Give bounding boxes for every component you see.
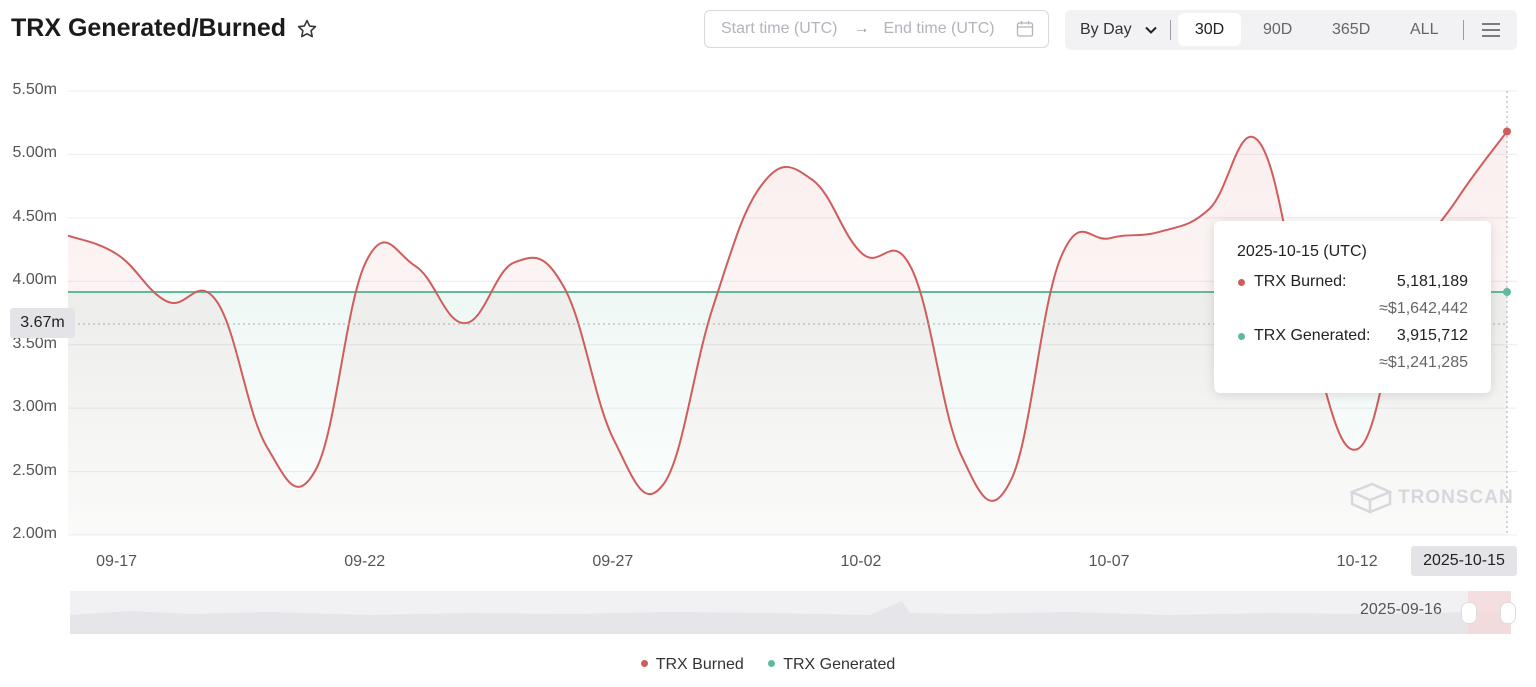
menu-icon[interactable] (1482, 22, 1500, 38)
crosshair-x-label: 2025-10-15 (1411, 546, 1517, 576)
x-tick-label: 10-12 (1336, 553, 1378, 570)
generated-point (1503, 287, 1511, 296)
burned-dot (1238, 279, 1245, 286)
watermark: TRONSCAN (1350, 482, 1514, 514)
navigator-preview (70, 591, 1511, 634)
calendar-icon[interactable] (1016, 20, 1034, 38)
range-365d-button[interactable]: 365D (1332, 21, 1371, 38)
y-tick-label: 4.50m (12, 207, 57, 225)
legend-item-burned[interactable]: TRX Burned (640, 656, 744, 674)
burned-point (1503, 127, 1511, 136)
tooltip-generated-usd: ≈$1,241,285 (1379, 354, 1468, 371)
x-tick-label: 09-27 (592, 553, 634, 570)
range-all-button[interactable]: ALL (1410, 21, 1439, 38)
generated-dot (1238, 333, 1245, 340)
chart-legend: TRX Burned TRX Generated (0, 656, 1536, 674)
x-tick-label: 09-22 (344, 553, 386, 570)
y-tick-label: 4.00m (12, 271, 57, 289)
legend-label: TRX Generated (783, 656, 896, 673)
series-burned-line (67, 130, 1508, 502)
page-title: TRX Generated/Burned (11, 14, 287, 42)
range-navigator[interactable] (70, 591, 1516, 634)
tooltip-generated-value: 3,915,712 (1396, 327, 1468, 344)
y-tick-label: 2.00m (12, 525, 57, 542)
y-tick-label: 5.50m (12, 81, 57, 98)
navigator-handle-right[interactable] (1500, 602, 1516, 624)
range-90d-button[interactable]: 90D (1263, 21, 1293, 38)
y-tick-label: 3.00m (12, 398, 57, 416)
title-bar: TRX Generated/Burned (11, 14, 318, 43)
watermark-text: TRONSCAN (1398, 487, 1514, 508)
y-tick-label: 5.00m (12, 144, 57, 162)
burned-area (68, 131, 1507, 535)
tooltip-burned-usd: ≈$1,642,442 (1379, 300, 1468, 317)
legend-dot (768, 660, 776, 668)
chart-tooltip: 2025-10-15 (UTC) TRX Burned: 5,181,189 ≈… (1214, 221, 1491, 393)
granularity-select[interactable]: By Day (1080, 21, 1132, 38)
end-time-input[interactable]: End time (UTC) (883, 20, 995, 37)
x-tick-label: 10-07 (1088, 553, 1130, 570)
arrow-right-icon: → (853, 20, 870, 37)
y-tick-label: 3.50m (12, 334, 57, 352)
chevron-down-icon[interactable] (1144, 23, 1158, 37)
tronscan-logo-icon (1350, 482, 1392, 514)
tooltip-burned-label: TRX Burned: (1254, 273, 1347, 290)
legend-dot (640, 660, 648, 668)
navigator-date-label: 2025-09-16 (1360, 601, 1442, 618)
legend-label: TRX Burned (655, 656, 744, 673)
range-30d-button[interactable]: 30D (1178, 13, 1241, 46)
divider (1170, 20, 1171, 40)
date-range-picker[interactable]: Start time (UTC) → End time (UTC) (704, 10, 1049, 48)
x-tick-label: 09-17 (96, 553, 138, 570)
navigator-handle-left[interactable] (1461, 602, 1477, 624)
range-controls: By Day 30D 90D 365D ALL (1065, 10, 1517, 50)
y-tick-label: 2.50m (12, 461, 57, 479)
start-time-input[interactable]: Start time (UTC) (721, 20, 838, 37)
tooltip-date: 2025-10-15 (UTC) (1237, 243, 1367, 260)
x-tick-label: 10-02 (840, 553, 882, 570)
divider (1463, 20, 1464, 40)
tooltip-generated-label: TRX Generated: (1254, 327, 1371, 344)
star-icon[interactable] (296, 18, 318, 40)
legend-item-generated[interactable]: TRX Generated (768, 656, 895, 674)
crosshair-y-label: 3.67m (10, 308, 75, 338)
tooltip-burned-value: 5,181,189 (1396, 273, 1468, 290)
